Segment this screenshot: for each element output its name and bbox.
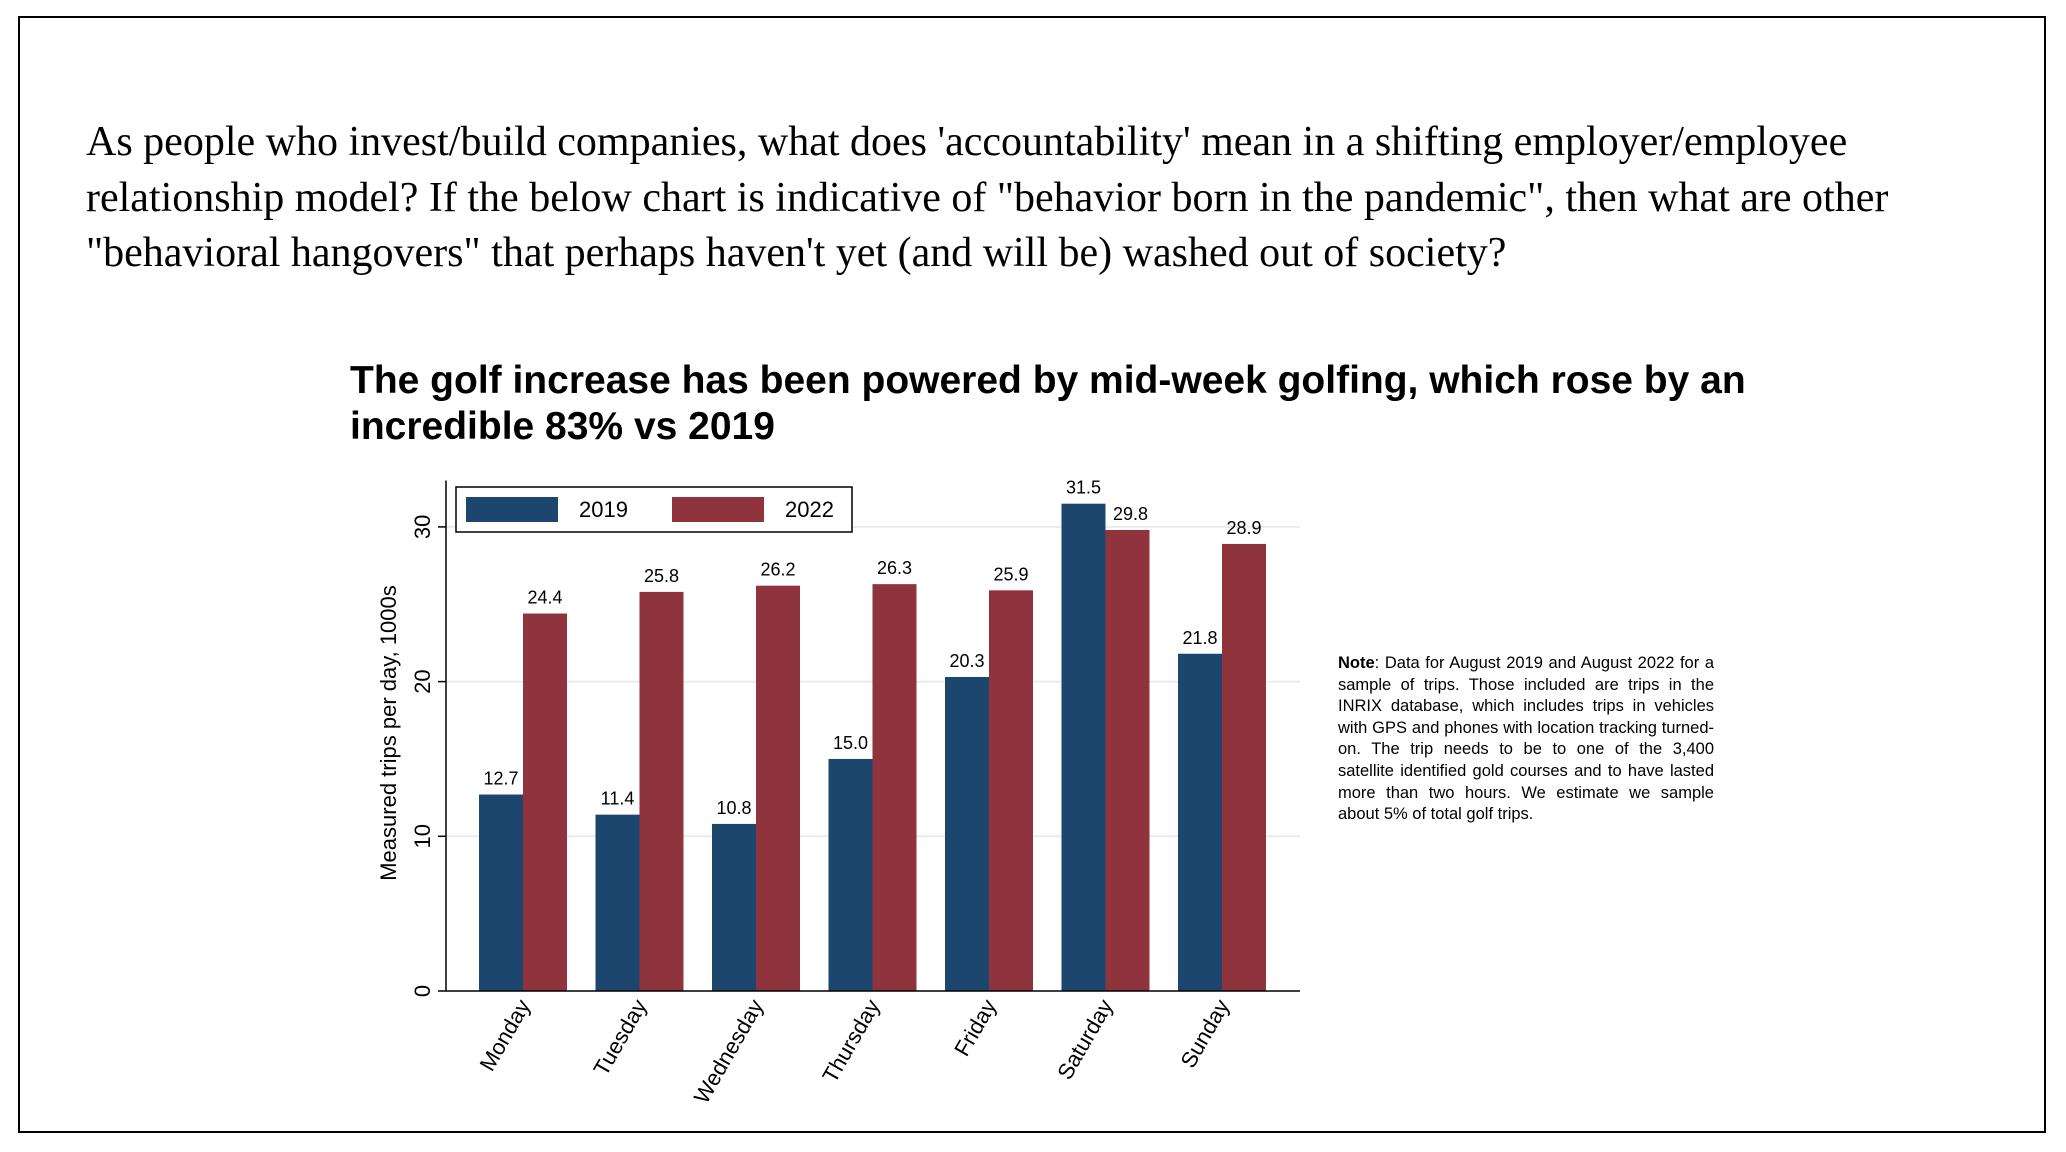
x-tick-label: Thursday <box>817 995 885 1087</box>
bar-2019-tuesday <box>595 814 640 991</box>
bar-2022-thursday <box>872 584 917 991</box>
data-label: 28.9 <box>1226 518 1261 538</box>
x-tick-label: Tuesday <box>588 995 651 1080</box>
bar-2022-tuesday <box>639 591 684 991</box>
data-label: 25.8 <box>644 566 679 586</box>
data-label: 10.8 <box>716 798 751 818</box>
y-tick-label: 0 <box>410 985 435 997</box>
note-text: : Data for August 2019 and August 2022 f… <box>1338 654 1714 824</box>
data-label: 29.8 <box>1113 504 1148 524</box>
data-label: 26.3 <box>877 558 912 578</box>
y-tick-label: 20 <box>410 669 435 693</box>
x-tick-label: Sunday <box>1175 995 1234 1072</box>
chart-title: The golf increase has been powered by mi… <box>350 359 1746 448</box>
data-label: 21.8 <box>1182 628 1217 648</box>
bar-2019-sunday <box>1178 653 1222 991</box>
y-tick-label: 10 <box>410 824 435 848</box>
legend-swatch-2022 <box>672 497 764 522</box>
legend-label-2022: 2022 <box>785 497 834 522</box>
data-label: 15.0 <box>833 733 868 753</box>
data-label: 31.5 <box>1066 478 1101 498</box>
x-tick-label: Wednesday <box>689 995 769 1108</box>
bar-2019-saturday <box>1061 503 1106 991</box>
data-label: 26.2 <box>760 560 795 580</box>
bar-2022-sunday <box>1222 543 1266 991</box>
bar-2022-monday <box>523 613 567 991</box>
x-tick-label: Friday <box>949 995 1001 1060</box>
question-text: As people who invest/build companies, wh… <box>86 119 1889 276</box>
bar-2019-friday <box>945 676 989 991</box>
data-label: 12.7 <box>483 769 518 789</box>
legend-label-2019: 2019 <box>579 497 628 522</box>
data-label: 25.9 <box>993 564 1028 584</box>
bar-2019-monday <box>479 794 523 991</box>
bar-2019-thursday <box>828 758 873 991</box>
data-label: 24.4 <box>527 588 562 608</box>
data-label: 20.3 <box>949 651 984 671</box>
bar-2022-saturday <box>1105 529 1150 991</box>
bar-2019-wednesday <box>712 823 756 991</box>
legend: 2019 2022 <box>455 486 853 533</box>
slide-frame <box>18 16 2046 1133</box>
note-label: Note <box>1338 654 1375 672</box>
chart-note: Note: Data for August 2019 and August 20… <box>1338 653 1714 826</box>
data-label: 11.4 <box>601 789 635 809</box>
y-axis-label: Measured trips per day, 1000s <box>376 585 401 881</box>
x-tick-label: Monday <box>475 995 536 1075</box>
bar-2022-friday <box>989 590 1033 991</box>
legend-swatch-2019 <box>466 497 558 522</box>
x-tick-label: Saturday <box>1052 995 1118 1084</box>
y-tick-label: 30 <box>410 515 435 539</box>
bar-2022-wednesday <box>756 585 800 991</box>
